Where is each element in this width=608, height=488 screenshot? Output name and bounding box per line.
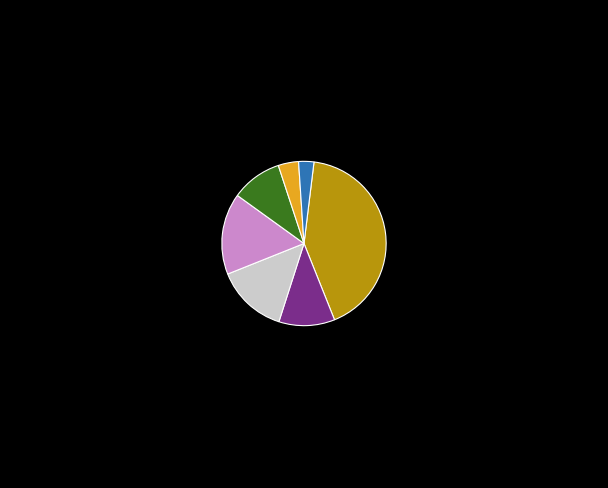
- Wedge shape: [278, 162, 304, 244]
- Wedge shape: [222, 196, 304, 274]
- Wedge shape: [299, 162, 314, 244]
- Wedge shape: [228, 244, 304, 322]
- Wedge shape: [304, 163, 386, 320]
- Wedge shape: [237, 166, 304, 244]
- Wedge shape: [279, 244, 334, 326]
